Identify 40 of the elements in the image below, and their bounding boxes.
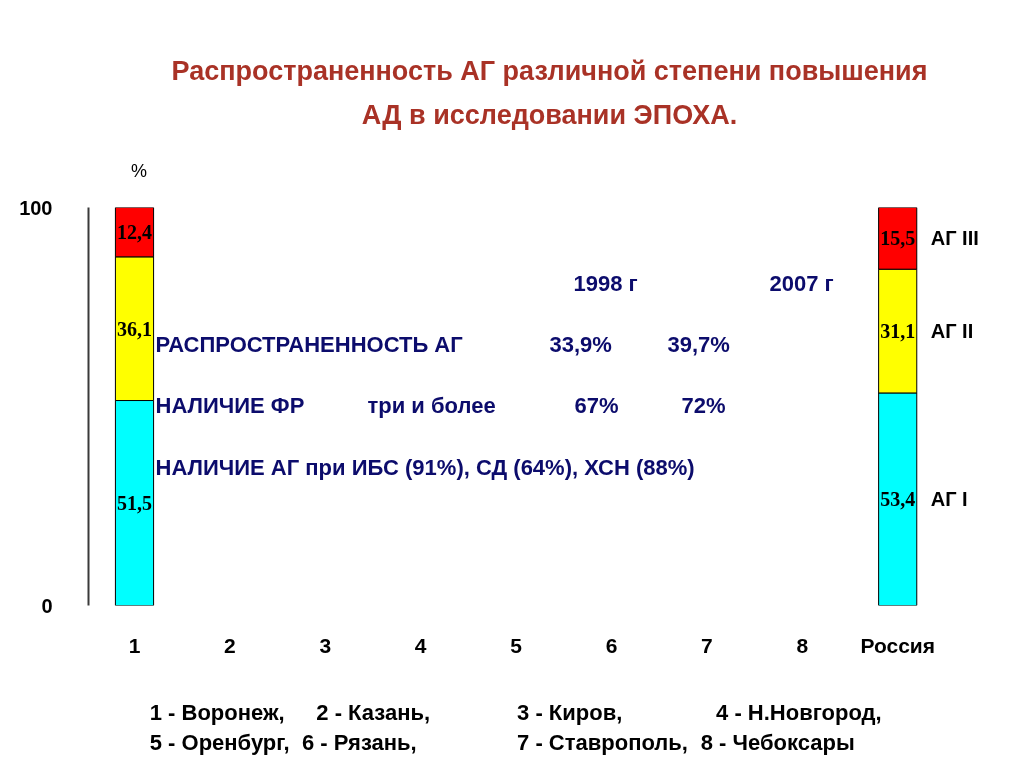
x-tick-label: 7	[701, 633, 713, 657]
data-label: 36,1	[117, 317, 152, 340]
annotation: 33,9%	[549, 332, 612, 357]
data-label: 12,4	[117, 221, 152, 244]
data-label: 15,5	[880, 227, 916, 250]
text: 3 - Киров,	[517, 700, 623, 725]
text: 8 - Чебоксары	[700, 730, 855, 755]
annotation: 39,7%	[667, 332, 730, 357]
y-axis-title: %	[130, 160, 147, 181]
data-label: 31,1	[880, 320, 916, 343]
x-tick-label: 3	[319, 633, 332, 657]
annotation: НАЛИЧИЕ ФР	[155, 393, 305, 418]
text: 2 - Казань,	[316, 700, 431, 725]
series-label: АГ I	[930, 488, 968, 511]
annotation: 72%	[681, 393, 726, 418]
chart-title: Распространенность АГ различной степени повышения АД в исследовании ЭПОХА.	[171, 55, 928, 130]
x-tick-label: 2	[224, 633, 236, 657]
x-tick-label: 5	[510, 633, 523, 657]
annotation: три и более	[367, 393, 496, 418]
y-tick-label: 100	[19, 196, 53, 219]
data-label: 53,4	[880, 488, 916, 511]
data-label: 51,5	[117, 492, 152, 515]
annotation: 67%	[574, 393, 619, 418]
x-tick-label: 1	[128, 633, 141, 657]
annotation: 1998 г	[573, 271, 638, 296]
y-tick-label: 0	[41, 594, 53, 617]
x-tick-label: Россия	[860, 633, 935, 657]
annotation: НАЛИЧИЕ АГ при ИБС (91%), СД (64%), ХСН (88%)	[155, 455, 695, 480]
x-tick-label: 8	[796, 633, 809, 657]
text: 4 - Н.Новгород,	[716, 700, 882, 725]
series-label: АГ III	[930, 227, 979, 250]
x-tick-label: 6	[605, 633, 618, 657]
text: 6 - Рязань,	[301, 730, 417, 755]
annotation: 2007 г	[769, 271, 834, 296]
text: 5 - Оренбург,	[149, 730, 290, 755]
annotation: РАСПРОСТРАНЕННОСТЬ АГ	[155, 332, 464, 357]
text: 7 - Ставрополь,	[517, 730, 688, 755]
series-label: АГ II	[930, 320, 974, 343]
x-tick-label: 4	[414, 633, 427, 657]
text: 1 - Воронеж,	[149, 700, 285, 725]
